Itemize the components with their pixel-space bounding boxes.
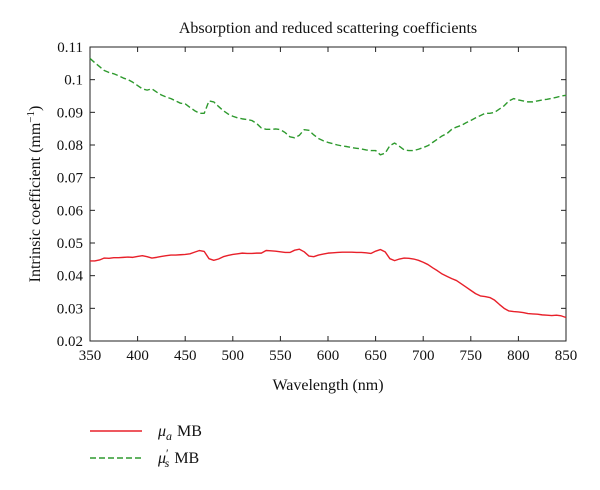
y-tick-label: 0.04 [57,269,84,285]
legend-mu-a-suffix: MB [177,423,202,440]
legend-label-mu-s: μ′ s MB [157,446,199,470]
y-tick-label: 0.07 [57,171,84,187]
y-axis-label-close: ) [27,106,44,111]
x-tick-label: 600 [317,348,340,364]
plot-frame [89,46,567,342]
x-axis: 350 400 450 500 550 600 650 700 750 800 850 [79,47,578,364]
series-line-mu-s [89,57,567,156]
legend-mu-s-symbol: μ [157,450,166,467]
legend-label-mu-a: μa MB [157,423,202,443]
legend-mu-s-subscript: s [165,456,170,470]
y-tick-label: 0.08 [57,138,83,154]
x-tick-label: 650 [364,348,387,364]
legend-mu-a-subscript: a [166,429,172,443]
x-tick-label: 850 [555,348,578,364]
x-tick-label: 700 [412,348,435,364]
y-axis-label: Intrinsic coefficient (mm−1) [25,106,44,283]
series-layer [89,57,567,319]
x-tick-label: 500 [222,348,245,364]
chart-title: Absorption and reduced scattering coeffi… [179,20,477,37]
series-line-mu-a [90,248,567,319]
y-tick-label: 0.05 [57,236,83,252]
y-tick-label: 0.03 [57,301,83,317]
x-tick-label: 400 [126,348,149,364]
y-tick-label: 0.1 [64,73,83,89]
x-tick-label: 350 [79,348,102,364]
y-tick-label: 0.02 [57,334,83,350]
x-tick-label: 550 [269,348,292,364]
x-tick-label: 750 [460,348,483,364]
legend-mu-s-prime: ′ [166,446,169,460]
y-tick-label: 0.06 [57,203,84,219]
y-tick-label: 0.11 [57,40,83,56]
legend-mu-s-suffix: MB [174,450,199,467]
x-axis-label: Wavelength (nm) [272,377,383,394]
y-axis-label-superscript: −1 [25,111,37,123]
y-tick-label: 0.09 [57,105,83,121]
y-axis-label-text: Intrinsic coefficient (mm [27,122,44,282]
y-axis: 0.02 0.03 0.04 0.05 0.06 0.07 0.08 0.09 0.1 0.11 [57,40,566,350]
legend: μa MB μ′ s MB [90,423,202,470]
legend-mu-a-symbol: μ [157,423,166,440]
x-tick-label: 800 [507,348,530,364]
x-tick-label: 450 [174,348,197,364]
